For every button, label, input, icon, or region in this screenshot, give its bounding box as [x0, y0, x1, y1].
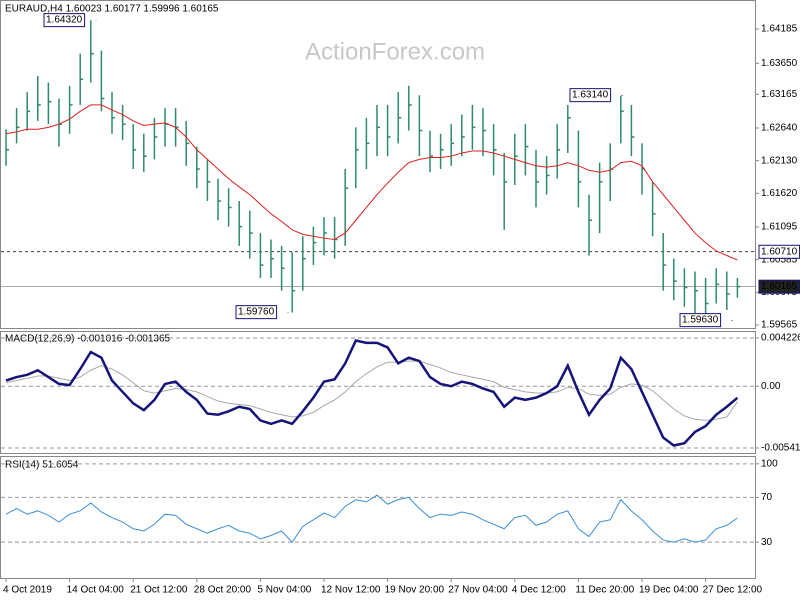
x-tick-label: 4 Oct 2019: [3, 585, 52, 596]
x-tick-label: 11 Dec 20:00: [575, 585, 634, 596]
price-panel: [0, 0, 756, 329]
x-tick-label: 27 Dec 12:00: [703, 585, 763, 596]
y-tick-label: 0.004226: [761, 333, 800, 344]
y-tick-label: 1.64185: [761, 24, 798, 35]
macd-title: MACD(12,26,9) -0.001016 -0.001365: [5, 334, 171, 345]
x-tick-label: 12 Nov 12:00: [321, 585, 381, 596]
line: [5, 104, 738, 261]
y-tick-label: 1.61095: [761, 222, 798, 233]
rsi-title: RSI(14) 51.6054: [5, 460, 79, 471]
x-tick-label: 27 Nov 04:00: [448, 585, 508, 596]
x-tick-label: 14 Oct 04:00: [67, 585, 125, 596]
annotation-label: 1.63140: [572, 90, 609, 101]
level-label: 1.60165: [761, 281, 798, 292]
chart-title: EURAUD,H4 1.60023 1.60177 1.59996 1.6016…: [5, 4, 219, 15]
x-tick-label: 19 Nov 20:00: [385, 585, 445, 596]
macd-panel: [0, 331, 756, 454]
x-tick-label: 5 Nov 04:00: [257, 585, 311, 596]
y-tick-label: 1.63165: [761, 89, 798, 100]
y-tick-label: 1.61620: [761, 188, 798, 199]
line: [5, 494, 738, 543]
y-tick-label: 1.62130: [761, 155, 798, 166]
label-box: [569, 88, 612, 103]
y-tick-label: 30: [761, 537, 773, 548]
x-tick-label: 19 Dec 04:00: [639, 585, 699, 596]
x-tick-label: 28 Oct 20:00: [194, 585, 252, 596]
rsi-panel: [0, 456, 756, 579]
label-box: [235, 305, 278, 320]
y-tick-label: 1.63650: [761, 58, 798, 69]
x-tick-label: 4 Dec 12:00: [512, 585, 566, 596]
y-tick-label: 100: [761, 458, 778, 469]
level-label: 1.60710: [761, 246, 798, 257]
annotation-label: 1.64320: [46, 15, 83, 26]
x-tick-label: 21 Oct 12:00: [130, 585, 188, 596]
y-tick-label: 1.59565: [761, 320, 798, 331]
y-tick-label: 1.62640: [761, 123, 798, 134]
line: [5, 339, 739, 447]
y-tick-label: 70: [761, 492, 773, 503]
annotation-label: 1.59630: [682, 315, 719, 326]
annotation-label: 1.59760: [238, 307, 275, 318]
watermark: ActionForex.com: [305, 38, 485, 65]
label-box: [679, 313, 722, 328]
y-tick-label: 0.00: [761, 381, 781, 392]
y-tick-label: -0.005417: [761, 443, 800, 454]
y-tick-label: 1.60585: [761, 254, 798, 265]
label-box: [43, 13, 86, 28]
line: [5, 360, 738, 421]
